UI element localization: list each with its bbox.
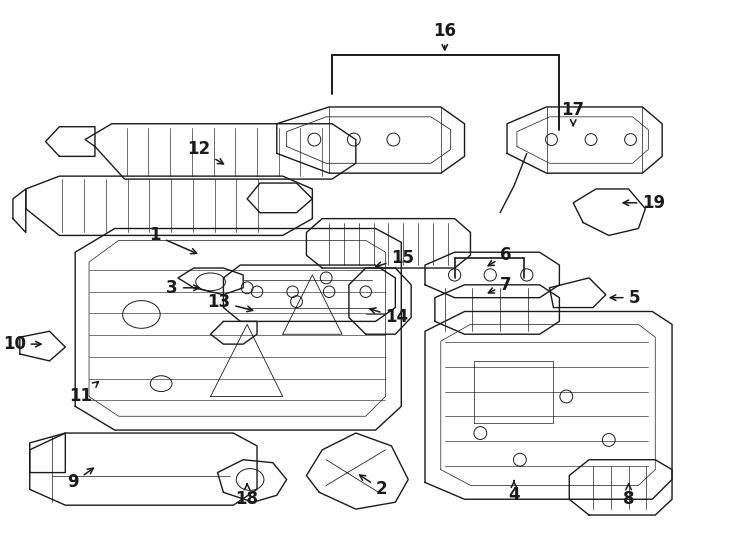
- Polygon shape: [570, 460, 672, 515]
- Text: 6: 6: [488, 246, 512, 266]
- Text: 17: 17: [562, 101, 585, 125]
- Polygon shape: [247, 183, 313, 213]
- Polygon shape: [30, 433, 257, 505]
- Text: 19: 19: [623, 194, 666, 212]
- Polygon shape: [425, 312, 672, 500]
- Polygon shape: [306, 433, 408, 509]
- Text: 14: 14: [370, 308, 409, 327]
- Polygon shape: [20, 331, 65, 361]
- Polygon shape: [75, 228, 401, 430]
- Polygon shape: [178, 268, 243, 295]
- Polygon shape: [26, 176, 313, 235]
- Text: 5: 5: [610, 289, 640, 307]
- Polygon shape: [211, 321, 257, 344]
- Polygon shape: [349, 268, 411, 334]
- Polygon shape: [217, 460, 287, 502]
- Polygon shape: [573, 189, 645, 235]
- Text: 4: 4: [508, 481, 520, 504]
- Polygon shape: [85, 124, 356, 179]
- Text: 8: 8: [623, 484, 634, 508]
- Polygon shape: [46, 127, 95, 157]
- Text: 10: 10: [3, 335, 41, 353]
- Text: 18: 18: [236, 484, 258, 508]
- Text: 7: 7: [488, 276, 512, 294]
- Polygon shape: [507, 107, 662, 173]
- Text: 13: 13: [207, 293, 252, 312]
- Text: 2: 2: [360, 475, 388, 498]
- Text: 12: 12: [187, 140, 224, 164]
- Polygon shape: [435, 285, 559, 334]
- Polygon shape: [13, 189, 26, 232]
- Polygon shape: [425, 252, 559, 298]
- Text: 16: 16: [433, 22, 457, 50]
- Text: 1: 1: [150, 226, 197, 254]
- Text: 9: 9: [68, 468, 93, 491]
- Polygon shape: [223, 265, 396, 321]
- Polygon shape: [277, 107, 465, 173]
- Polygon shape: [550, 278, 606, 308]
- Text: 3: 3: [167, 279, 199, 297]
- Polygon shape: [306, 219, 470, 268]
- Text: 11: 11: [69, 382, 98, 406]
- Text: 15: 15: [376, 249, 415, 268]
